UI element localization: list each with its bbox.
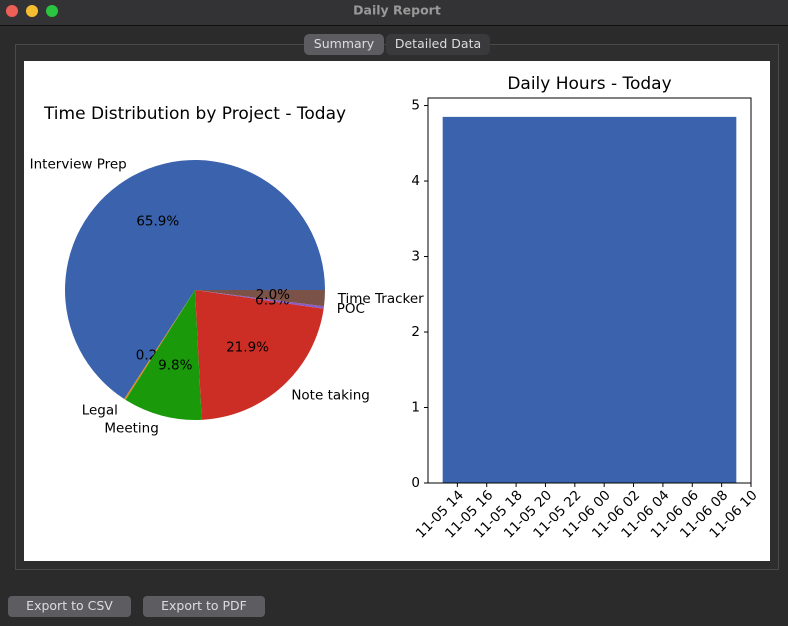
slice-label: Meeting <box>104 420 158 436</box>
bar <box>442 116 737 483</box>
slice-label: POC <box>337 301 365 317</box>
slice-percent: 9.8% <box>158 357 192 373</box>
y-tick-label: 2 <box>411 324 420 340</box>
pie-slice <box>195 290 324 309</box>
y-tick-label: 1 <box>411 400 420 416</box>
zoom-button[interactable] <box>46 5 58 17</box>
title-bar <box>0 0 788 25</box>
y-tick-label: 3 <box>411 249 420 265</box>
pie-slice <box>125 290 202 421</box>
slice-percent: 65.9% <box>136 213 179 229</box>
y-tick-label: 0 <box>411 475 420 491</box>
pie-slice <box>195 290 324 420</box>
slice-percent: 21.9% <box>226 340 269 356</box>
slice-label: Legal <box>82 402 118 418</box>
close-button[interactable] <box>6 5 18 17</box>
button-label: Export to PDF <box>161 598 247 613</box>
tab[interactable] <box>304 34 384 55</box>
window-title: Daily Report <box>353 3 441 18</box>
tab-label: Summary <box>314 36 375 51</box>
slice-label: Interview Prep <box>30 156 127 172</box>
button-label: Export to CSV <box>26 598 113 613</box>
y-tick-label: 5 <box>411 98 420 114</box>
slice-label: Note taking <box>291 388 370 404</box>
pie-slice <box>124 290 195 400</box>
button[interactable] <box>8 596 131 617</box>
tab[interactable] <box>386 34 490 55</box>
pie-slice <box>64 160 325 400</box>
minimize-button[interactable] <box>26 5 38 17</box>
pie-slice <box>195 290 325 307</box>
y-tick-label: 4 <box>411 173 420 189</box>
slice-label: Time Tracker <box>337 291 424 307</box>
tab-label: Detailed Data <box>395 36 481 51</box>
axes-frame <box>427 97 752 484</box>
button[interactable] <box>143 596 265 617</box>
chart-title: Time Distribution by Project - Today <box>43 104 346 124</box>
slice-percent: 2.0% <box>256 287 290 303</box>
chart-title: Daily Hours - Today <box>507 74 671 94</box>
